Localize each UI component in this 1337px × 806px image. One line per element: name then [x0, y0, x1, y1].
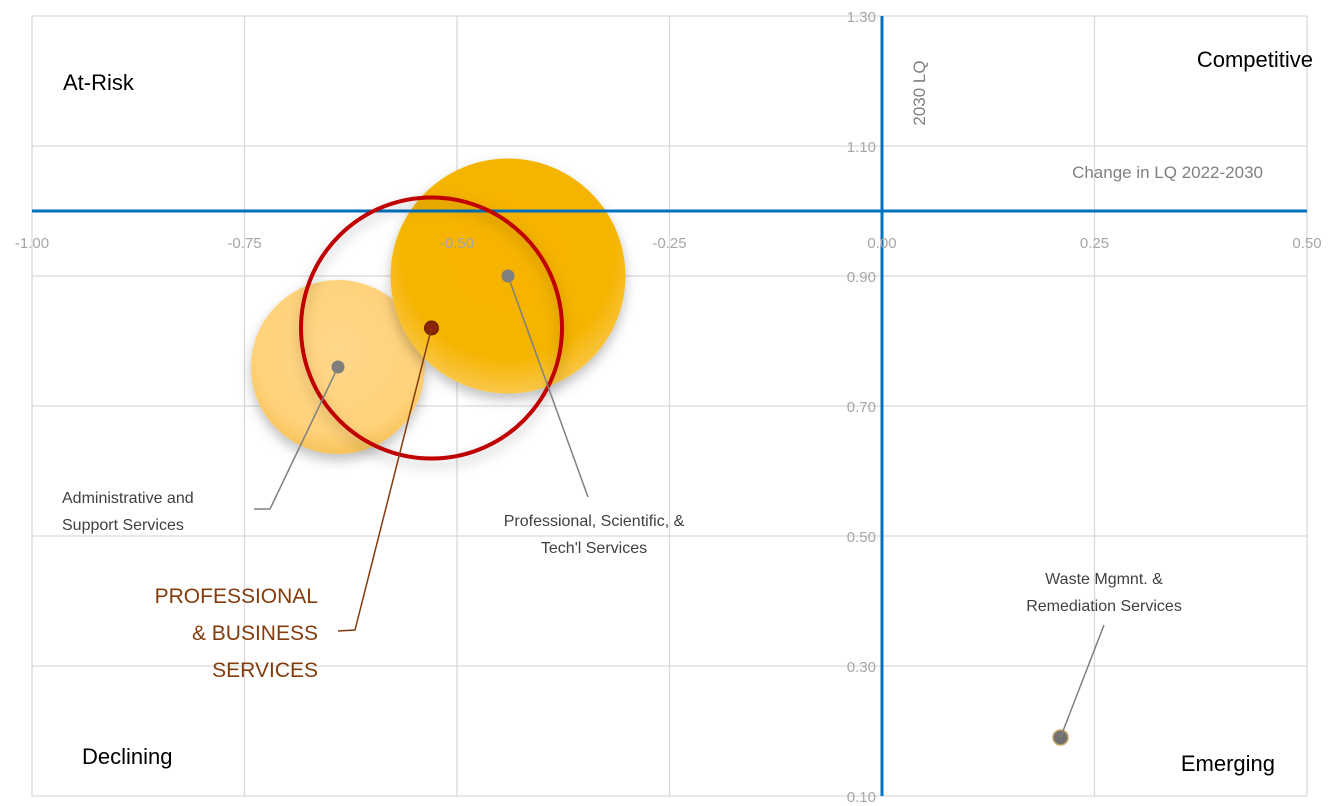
y-axis-title: 2030 LQ: [910, 60, 929, 125]
x-tick-label: -0.75: [227, 235, 261, 252]
gridlines: [31, 15, 1308, 797]
x-axis-title: Change in LQ 2022-2030: [1072, 163, 1263, 182]
x-tick-label: -0.25: [652, 235, 686, 252]
y-tick-label: 0.50: [847, 529, 876, 546]
leader-professional-business-total: [337, 327, 433, 632]
quadrant-label-competitive: Competitive: [1197, 47, 1313, 72]
axes: [32, 16, 1307, 796]
label-professional-business-total: PROFESSIONAL: [155, 585, 318, 608]
label-professional-scientific: Professional, Scientific, &: [504, 513, 685, 530]
y-tick-label: 0.70: [847, 399, 876, 416]
x-tick-label: -1.00: [15, 235, 49, 252]
label-administrative-support: Administrative and: [62, 490, 194, 507]
leader-waste-management: [1059, 624, 1105, 738]
leader-professional-scientific: [507, 275, 589, 498]
y-tick-label: 0.30: [847, 659, 876, 676]
quadrant-label-at-risk: At-Risk: [63, 70, 135, 95]
x-tick-label: 0.25: [1080, 235, 1109, 252]
label-professional-business-total: SERVICES: [212, 659, 318, 682]
leader-lines: [254, 275, 1105, 738]
y-tick-label: 0.90: [847, 269, 876, 286]
x-tick-label: 0.50: [1292, 235, 1321, 252]
label-professional-business-total: & BUSINESS: [192, 622, 318, 645]
bubble-professional-business-total: [299, 195, 564, 461]
x-tick-label: -0.50: [440, 235, 474, 252]
tick-labels: -1.00 -0.75 -0.50 -0.25 0.00 0.25 0.50 0.10 0.30…: [15, 9, 1322, 806]
y-tick-label: 1.10: [847, 139, 876, 156]
label-waste-management: Remediation Services: [1026, 598, 1182, 615]
point-labels: Administrative and Support Services Profes…: [62, 490, 1182, 682]
bubbles: [251, 158, 626, 454]
quadrant-label-declining: Declining: [82, 744, 173, 769]
leader-administrative-support: [254, 366, 339, 510]
quadrant-label-emerging: Emerging: [1181, 751, 1275, 776]
y-tick-label: 1.30: [847, 9, 876, 26]
y-tick-label: 0.10: [847, 789, 876, 806]
label-waste-management: Waste Mgmnt. &: [1045, 571, 1163, 588]
label-professional-scientific: Tech'l Services: [541, 540, 647, 557]
x-tick-label: 0.00: [867, 235, 896, 252]
label-administrative-support: Support Services: [62, 517, 184, 534]
